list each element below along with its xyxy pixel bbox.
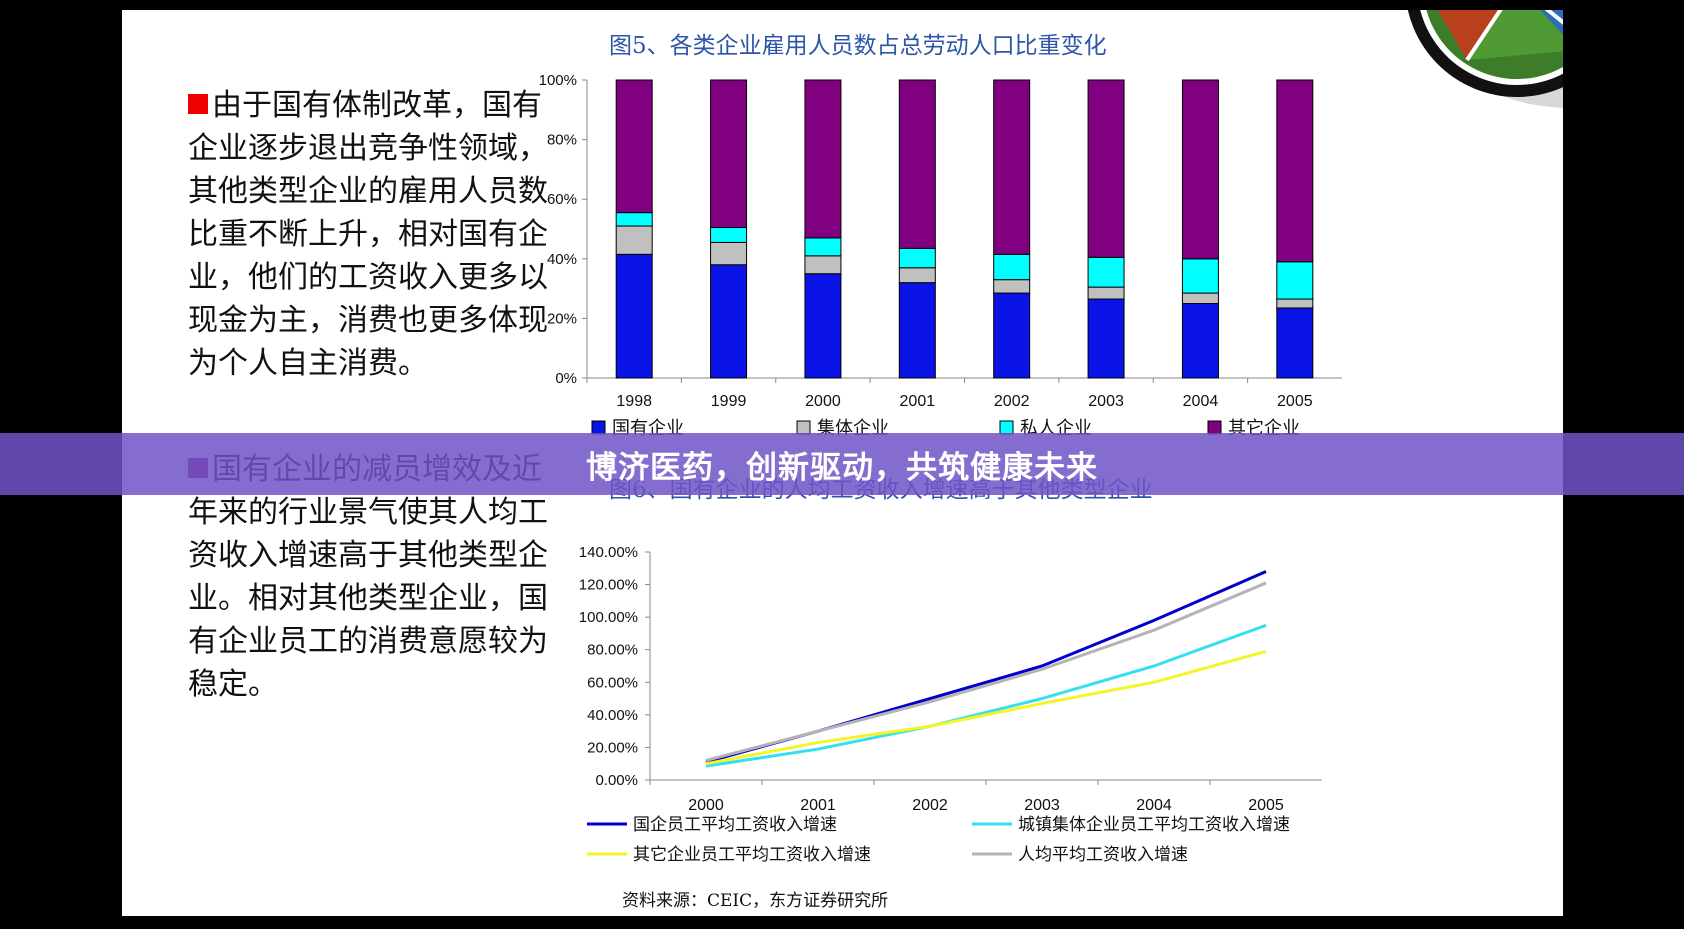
x-tick-label: 2004	[1136, 797, 1172, 814]
bar-segment	[993, 79, 1031, 255]
y-tick-label: 100%	[539, 72, 577, 89]
stacked-bar-chart: 0% 20% 40% 60% 80% 100% 1998 1999 2000 2001 2002 20…	[539, 72, 1342, 439]
bar-segment	[898, 267, 936, 284]
x-tick-label: 2001	[900, 393, 936, 410]
paragraph-1-text: 由于国有体制改革，国有企业逐步退出竞争性领域，其他类型企业的雇用人员数比重不断上…	[188, 88, 548, 381]
y-tick-label: 40%	[547, 251, 577, 268]
y-tick-label: 80%	[547, 132, 577, 149]
bar-segment	[710, 264, 748, 379]
series-line	[705, 623, 1267, 768]
x-tick-label: 2003	[1024, 797, 1060, 814]
x-tick-label: 2004	[1183, 393, 1219, 410]
logo-image	[1407, 10, 1563, 108]
legend-label: 城镇集体企业员工平均工资收入增速	[1018, 815, 1290, 835]
y-tick-label: 20.00%	[587, 739, 638, 756]
bar-segment	[1276, 261, 1314, 300]
paragraph-1: 由于国有体制改革，国有企业逐步退出竞争性领域，其他类型企业的雇用人员数比重不断上…	[188, 84, 558, 385]
banner: 博济医药，创新驱动，共筑健康未来	[0, 433, 1684, 495]
source-note: 资料来源：CEIC，东方证券研究所	[622, 891, 889, 911]
x-tick-label: 2005	[1248, 797, 1284, 814]
bullet-marker	[188, 94, 208, 114]
bar-segment	[1181, 79, 1219, 260]
legend-label: 国企员工平均工资收入增速	[633, 815, 837, 835]
x-tick-label: 2001	[800, 797, 836, 814]
bar-segment	[1181, 303, 1219, 379]
bar-segment	[804, 273, 842, 379]
x-tick-label: 2002	[912, 797, 948, 814]
series-line	[705, 570, 1267, 764]
bar-segment	[615, 79, 653, 214]
bar-segment	[1087, 286, 1125, 300]
y-tick-label: 20%	[547, 310, 577, 327]
bar-segment	[898, 79, 936, 249]
x-tick-label: 2005	[1277, 393, 1313, 410]
bar-segment	[1276, 298, 1314, 309]
bar-segment	[1276, 79, 1314, 263]
y-tick-label: 80.00%	[587, 642, 638, 659]
bar-segment	[804, 79, 842, 239]
x-tick-label: 1998	[616, 393, 652, 410]
legend-label: 人均平均工资收入增速	[1018, 845, 1188, 865]
y-tick-label: 40.00%	[587, 707, 638, 724]
bar-segment	[710, 241, 748, 266]
x-tick-label: 2003	[1088, 393, 1124, 410]
bar-segment	[1276, 307, 1314, 379]
banner-text: 博济医药，创新驱动，共筑健康未来	[586, 449, 1098, 486]
y-tick-label: 100.00%	[579, 609, 638, 626]
y-tick-label: 0.00%	[595, 772, 638, 789]
x-tick-label: 2000	[805, 393, 841, 410]
bar-segment	[898, 247, 936, 269]
line-chart: 0.00% 20.00% 40.00% 60.00% 80.00% 100.00% 120.…	[579, 544, 1322, 865]
bar-segment	[710, 227, 748, 243]
bar-segment	[804, 255, 842, 275]
x-tick-label: 2002	[994, 393, 1030, 410]
series-line	[705, 581, 1267, 762]
bar-segment	[804, 237, 842, 257]
bar-segment	[710, 79, 748, 229]
bar-segment	[1181, 292, 1219, 305]
bar-segment	[615, 225, 653, 255]
x-tick-label: 2000	[688, 797, 724, 814]
y-tick-label: 60.00%	[587, 674, 638, 691]
bar-segment	[615, 212, 653, 227]
bar-segment	[993, 292, 1031, 379]
bar-segment	[615, 253, 653, 379]
bar-segment	[1087, 79, 1125, 258]
bar-segment	[1181, 258, 1219, 294]
y-tick-label: 60%	[547, 191, 577, 208]
y-tick-label: 120.00%	[579, 577, 638, 594]
chart-1-title: 图5、各类企业雇用人员数占总劳动人口比重变化	[609, 33, 1107, 59]
x-tick-label: 1999	[711, 393, 747, 410]
legend-label: 其它企业员工平均工资收入增速	[633, 845, 871, 865]
series-line	[705, 649, 1267, 766]
bar-segment	[1087, 256, 1125, 288]
bar-segment	[898, 282, 936, 379]
y-tick-label: 0%	[555, 370, 577, 387]
y-tick-label: 140.00%	[579, 544, 638, 561]
bar-segment	[993, 253, 1031, 281]
bar-segment	[1087, 298, 1125, 379]
bar-segment	[993, 279, 1031, 294]
